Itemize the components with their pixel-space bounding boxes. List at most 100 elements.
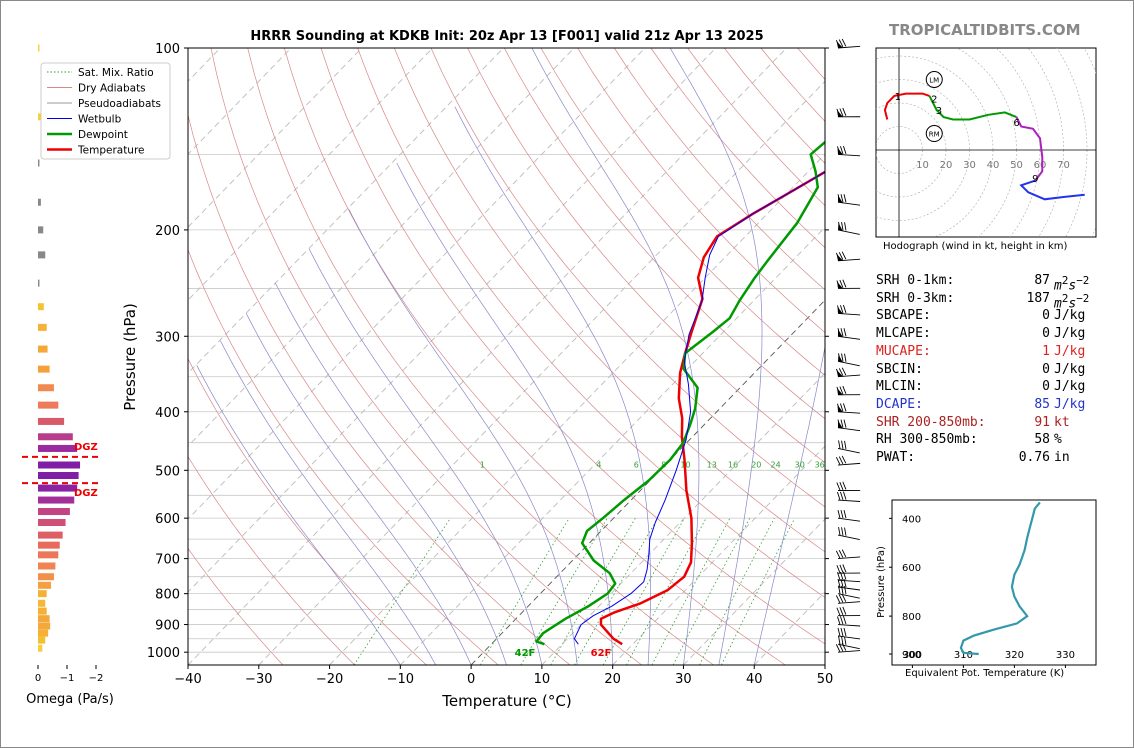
omega-bar (38, 323, 47, 331)
theta-e-y-tick-label: 600 (902, 563, 921, 574)
wind-barb-feather (838, 252, 844, 260)
mix-ratio-label: 24 (771, 460, 781, 469)
omega-bar (38, 615, 50, 623)
skewt-plot-area (187, 47, 826, 666)
stat-value: 187 (1026, 290, 1050, 306)
wind-barb-feather (837, 305, 841, 314)
omega-xlabel: Omega (Pa/s) (26, 692, 114, 707)
stat-label: SBCAPE: (876, 308, 931, 324)
wind-barb-feather (835, 456, 841, 465)
skewt-legend: Sat. Mix. Ratio Dry Adiabats Pseudoadiabat… (40, 62, 171, 160)
legend-entry: Dewpoint (78, 129, 128, 141)
stat-unit: J/kg (1054, 379, 1086, 395)
pseudoadiabat (669, 48, 763, 665)
wind-barb-feather (839, 482, 844, 490)
mix-ratio-label: 6 (634, 460, 639, 469)
mix-ratio-label: 16 (728, 460, 738, 469)
hodograph-height-label: 6 (1013, 118, 1019, 129)
wind-barb-feather (837, 194, 841, 203)
wind-barb-feather (841, 367, 847, 376)
theta-e-x-tick-label: 330 (1056, 650, 1075, 661)
omega-bar (38, 599, 46, 607)
wind-barb-staff (837, 517, 861, 522)
wind-barb (836, 107, 861, 118)
wind-barb-feather (837, 627, 841, 637)
wind-barb-feather (835, 644, 841, 652)
wind-barb (837, 491, 861, 502)
wind-barb-flag (838, 329, 843, 338)
wind-barb-feather (842, 491, 847, 500)
dry-adiabat (283, 48, 786, 665)
isotherm-line (188, 48, 717, 593)
stat-unit: J/kg (1054, 308, 1086, 324)
series-temperature (599, 170, 825, 646)
skewt-title: HRRR Sounding at KDKB Init: 20z Apr 13 [… (250, 29, 763, 44)
theta-e-ylabel: Pressure (hPa) (876, 546, 887, 618)
wind-barb-feather (844, 440, 847, 450)
series-dewpoint (535, 140, 825, 646)
wind-barb-flag (836, 253, 844, 261)
y-tick-label: 1000 (147, 646, 180, 661)
dry-adiabat (247, 48, 714, 665)
wind-barb-feather (841, 585, 844, 595)
legend-entry: Dry Adiabats (78, 83, 146, 95)
wind-barb-feather (835, 39, 841, 48)
isotherm-line (329, 153, 825, 665)
isotherm-line (400, 226, 825, 665)
hodograph-ring-label: 20 (940, 160, 953, 171)
y-tick-label: 800 (155, 588, 180, 603)
isotherm-line (541, 372, 825, 665)
x-tick-label: 30 (675, 672, 692, 687)
wind-barb-feather (840, 578, 844, 588)
wind-barb (837, 304, 861, 316)
wind-barb-feather (843, 419, 847, 428)
hodograph-segment (1015, 116, 1044, 182)
wind-barb-feather (844, 636, 847, 645)
wind-barb-feather (839, 386, 844, 395)
wind-barb-feather (841, 549, 847, 558)
mix-ratio-line (550, 517, 636, 665)
stat-label: SHR 200-850mb: (876, 414, 986, 430)
theta-e-x-tick-label: 300 (903, 650, 922, 661)
wind-barb-feather (841, 455, 847, 464)
stat-value: 58 (1034, 432, 1050, 448)
wind-barb-staff (837, 499, 861, 502)
omega-x-tick-label: −2 (89, 673, 104, 684)
wind-barb-feather (841, 636, 844, 645)
isotherm-line (470, 299, 825, 665)
mix-ratio-line (602, 518, 685, 665)
omega-bar (38, 198, 41, 206)
stat-unit: % (1054, 432, 1062, 448)
mix-ratio-line (520, 517, 608, 665)
hodograph-segment (928, 95, 1017, 121)
wind-barb-feather (838, 549, 844, 558)
omega-bar (38, 629, 49, 637)
wind-barb-feather (841, 527, 844, 536)
omega-bar (38, 461, 81, 469)
omega-bar (38, 365, 50, 373)
stat-value: 87 (1034, 273, 1050, 288)
wind-barb-feather (836, 565, 841, 574)
omega-bar (38, 159, 40, 167)
x-tick-label: −40 (174, 672, 201, 687)
wind-barb-feather (841, 440, 844, 449)
wind-barb (837, 510, 861, 522)
stat-value: 0 (1042, 308, 1050, 324)
dry-adiabat (210, 48, 643, 665)
omega-bar (38, 508, 70, 516)
y-tick-label: 700 (155, 553, 180, 568)
wind-barb-feather (840, 627, 844, 637)
stat-label: SRH 0-3km: (876, 290, 955, 306)
x-tick-label: 50 (817, 672, 834, 687)
wind-barb-feather (842, 564, 847, 573)
isotherm-line (612, 445, 825, 665)
wind-barb-feather (840, 616, 844, 625)
wind-barb-feather (841, 642, 847, 651)
wind-barb-feather (835, 550, 841, 559)
hodograph-marker (925, 71, 943, 88)
omega-bar (38, 644, 43, 652)
wind-barb (837, 419, 861, 432)
dgz-label: DGZ (74, 488, 98, 499)
wind-barb-flag (838, 195, 843, 204)
wind-barb-feather (836, 607, 841, 616)
